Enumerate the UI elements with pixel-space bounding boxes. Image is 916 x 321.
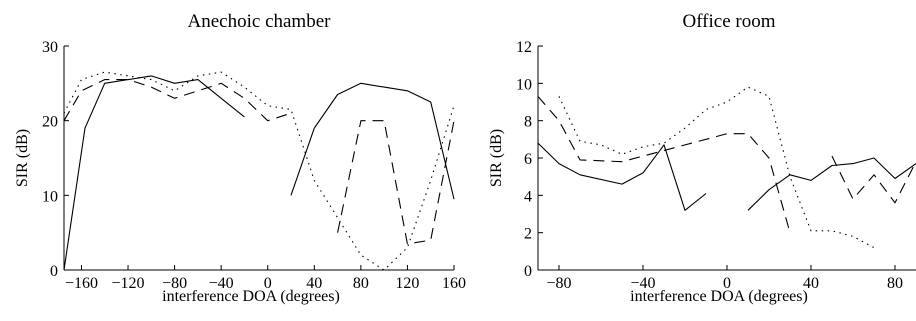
y-axis-label: SIR (dB) — [14, 129, 31, 187]
y-axis-label: SIR (dB) — [488, 129, 505, 187]
x-tick-label: −80 — [162, 275, 187, 292]
x-tick-label: −120 — [112, 275, 145, 292]
panel-anechoic: Anechoic chamber 0 10 20 30 −160 −120 −80 −40 0 40… — [14, 11, 466, 305]
x-tick-label: −40 — [630, 275, 655, 292]
x-tick-label: −40 — [209, 275, 234, 292]
series-dashed-line — [63, 79, 292, 122]
y-tick-label: 12 — [516, 39, 532, 56]
x-axis-label: interference DOA (degrees) — [162, 288, 340, 305]
series-dashed-line — [337, 120, 455, 245]
y-tick-label: 6 — [524, 151, 532, 168]
x-tick-label: 80 — [887, 275, 903, 292]
series-solid-line — [747, 157, 916, 211]
x-tick-label: −80 — [546, 275, 571, 292]
y-tick-label: 10 — [516, 76, 532, 93]
x-axis-label: interference DOA (degrees) — [630, 288, 808, 305]
y-tick-label: 0 — [524, 263, 532, 280]
chart-title: Anechoic chamber — [188, 11, 332, 32]
y-tick-label: 10 — [42, 188, 58, 205]
x-tick-label: 0 — [264, 275, 272, 292]
series-dashed-line — [537, 96, 791, 233]
series-solid-line — [63, 75, 245, 271]
series-dotted-line — [558, 86, 875, 249]
x-tick-label: −160 — [65, 275, 98, 292]
y-tick-label: 20 — [42, 114, 58, 131]
series-dotted-line — [63, 71, 455, 271]
series-dashed-line — [831, 155, 916, 204]
x-tick-label: 120 — [395, 275, 419, 292]
x-tick-label: 160 — [442, 275, 466, 292]
x-tick-label: 80 — [353, 275, 369, 292]
y-tick-label: 30 — [42, 39, 58, 56]
y-tick-label: 2 — [524, 226, 532, 243]
series-solid-line — [290, 82, 455, 200]
x-tick-label: 0 — [723, 275, 731, 292]
panel-office: Office room 0 2 4 6 8 10 12 −80 −40 0 40 80 interfere… — [488, 11, 916, 305]
y-tick-label: 0 — [50, 263, 58, 280]
series-solid-line — [537, 142, 707, 211]
x-tick-label: 40 — [803, 275, 819, 292]
y-tick-label: 4 — [524, 188, 532, 205]
y-tick-label: 8 — [524, 114, 532, 131]
x-tick-label: 40 — [306, 275, 322, 292]
chart-title: Office room — [682, 11, 775, 32]
